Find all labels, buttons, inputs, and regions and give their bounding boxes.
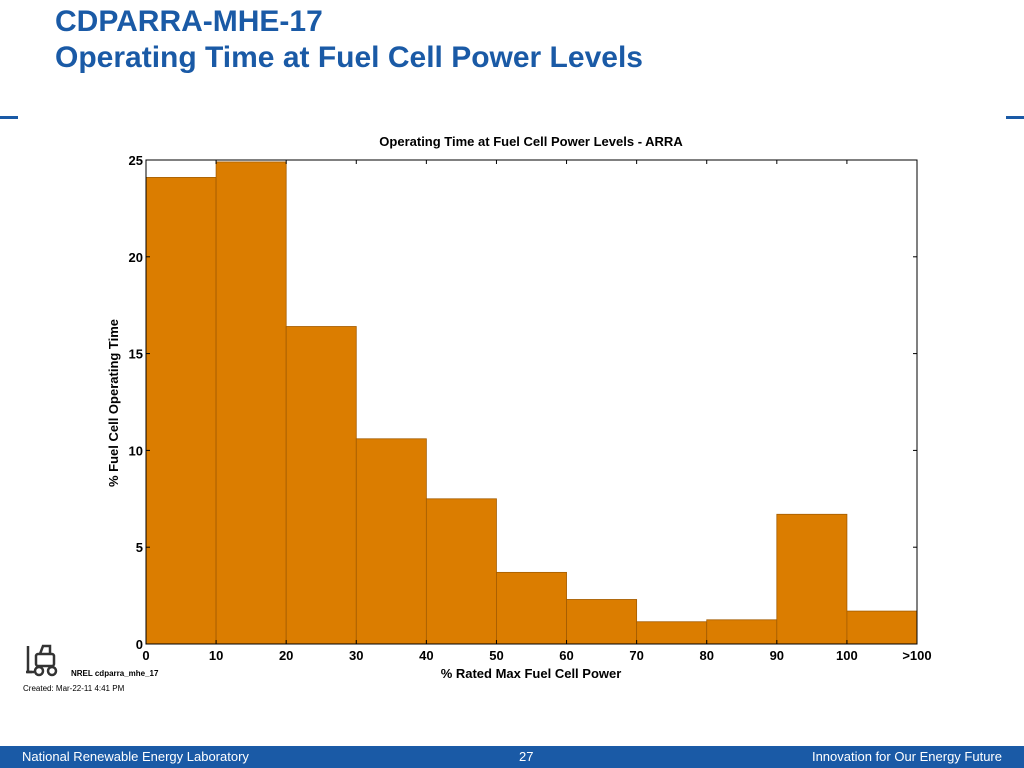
slide-title-line1: CDPARRA-MHE-17: [55, 5, 323, 38]
bar-over-100: [846, 610, 918, 645]
x-tick-label: 70: [629, 648, 643, 663]
right-rule-divider: [1006, 116, 1024, 119]
footer-bar: National Renewable Energy Laboratory 27 …: [0, 746, 1024, 768]
plot-frame: [145, 159, 918, 645]
y-tick-label: 0: [136, 637, 143, 652]
x-tick-label: 10: [209, 648, 223, 663]
x-tick-label: 0: [142, 648, 149, 663]
bar-10-20: [215, 161, 287, 645]
bar-0-10: [145, 177, 217, 645]
slide-title-line2: Operating Time at Fuel Cell Power Levels: [55, 41, 643, 74]
histogram-chart: Operating Time at Fuel Cell Power Levels…: [106, 134, 932, 681]
bar-20-30: [285, 326, 357, 645]
y-tick-label: 10: [129, 443, 143, 458]
footer-page-number: 27: [519, 749, 534, 764]
footer-organization: National Renewable Energy Laboratory: [22, 749, 249, 764]
forklift-icon: [26, 644, 58, 677]
y-axis-label: % Fuel Cell Operating Time: [106, 319, 121, 487]
bar-80-90: [706, 619, 778, 645]
y-tick-label: 25: [129, 153, 143, 168]
y-tick-label: 5: [136, 540, 143, 555]
figure-id-label: NREL cdparra_mhe_17: [71, 669, 159, 678]
x-tick-label: 50: [489, 648, 503, 663]
x-tick-label: >100: [902, 648, 931, 663]
chart-title: Operating Time at Fuel Cell Power Levels…: [379, 134, 683, 149]
bar-90-100: [776, 513, 848, 645]
bar-40-50: [425, 498, 497, 645]
footer-tagline: Innovation for Our Energy Future: [811, 749, 1002, 764]
x-tick-label: 30: [349, 648, 363, 663]
x-tick-label: 20: [279, 648, 293, 663]
left-rule-divider: [0, 116, 18, 119]
x-tick-label: 90: [770, 648, 784, 663]
x-tick-label: 100: [836, 648, 858, 663]
x-tick-label: 80: [699, 648, 713, 663]
bar-60-70: [566, 599, 638, 645]
y-tick-label: 20: [129, 250, 143, 265]
x-tick-label: 60: [559, 648, 573, 663]
x-tick-label: 40: [419, 648, 433, 663]
y-tick-label: 15: [129, 347, 143, 362]
slide-title: CDPARRA-MHE-17 Operating Time at Fuel Ce…: [55, 4, 643, 76]
created-timestamp: Created: Mar-22-11 4:41 PM: [23, 684, 125, 693]
x-axis-label: % Rated Max Fuel Cell Power: [441, 666, 622, 681]
bar-30-40: [355, 438, 427, 645]
bar-70-80: [636, 621, 708, 645]
bar-50-60: [496, 571, 567, 645]
